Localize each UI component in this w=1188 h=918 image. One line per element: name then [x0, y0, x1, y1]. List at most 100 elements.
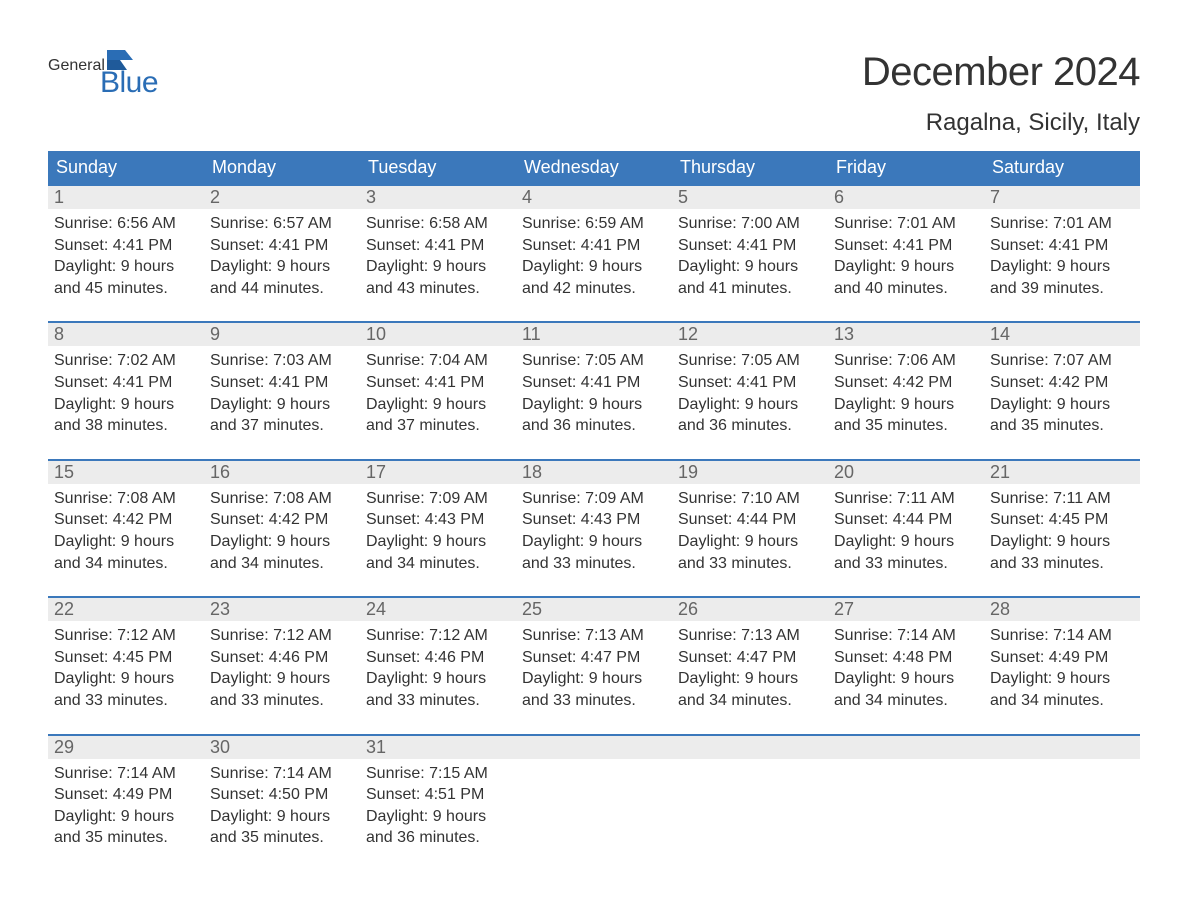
daylight-line-1: Daylight: 9 hours [366, 256, 510, 278]
day-number: 9 [204, 323, 360, 346]
day-cell: Sunrise: 7:07 AMSunset: 4:42 PMDaylight:… [984, 346, 1140, 442]
day-cell: Sunrise: 7:14 AMSunset: 4:48 PMDaylight:… [828, 621, 984, 717]
sunset-line: Sunset: 4:50 PM [210, 784, 354, 806]
daylight-line-1: Daylight: 9 hours [834, 531, 978, 553]
day-number: 29 [48, 736, 204, 759]
day-cell: Sunrise: 7:06 AMSunset: 4:42 PMDaylight:… [828, 346, 984, 442]
daynum-row: 15161718192021 [48, 461, 1140, 484]
daylight-line-2: and 37 minutes. [366, 415, 510, 437]
day-cell: Sunrise: 7:08 AMSunset: 4:42 PMDaylight:… [48, 484, 204, 580]
daylight-line-1: Daylight: 9 hours [366, 394, 510, 416]
sunset-line: Sunset: 4:44 PM [834, 509, 978, 531]
logo: General Blue [48, 50, 158, 98]
logo-text: General Blue [48, 50, 158, 98]
day-number: 18 [516, 461, 672, 484]
daycontent-row: Sunrise: 7:12 AMSunset: 4:45 PMDaylight:… [48, 621, 1140, 717]
daylight-line-2: and 39 minutes. [990, 278, 1134, 300]
daylight-line-1: Daylight: 9 hours [210, 668, 354, 690]
daylight-line-2: and 34 minutes. [834, 690, 978, 712]
day-cell: Sunrise: 7:11 AMSunset: 4:45 PMDaylight:… [984, 484, 1140, 580]
daylight-line-2: and 35 minutes. [834, 415, 978, 437]
sunrise-line: Sunrise: 7:09 AM [366, 488, 510, 510]
daylight-line-2: and 42 minutes. [522, 278, 666, 300]
day-cell: Sunrise: 7:11 AMSunset: 4:44 PMDaylight:… [828, 484, 984, 580]
day-number: 30 [204, 736, 360, 759]
daylight-line-2: and 33 minutes. [522, 690, 666, 712]
weeks-container: 1234567Sunrise: 6:56 AMSunset: 4:41 PMDa… [48, 184, 1140, 855]
day-cell: Sunrise: 7:03 AMSunset: 4:41 PMDaylight:… [204, 346, 360, 442]
day-number: 3 [360, 186, 516, 209]
sunset-line: Sunset: 4:41 PM [210, 235, 354, 257]
daylight-line-1: Daylight: 9 hours [54, 668, 198, 690]
day-cell [672, 759, 828, 855]
daylight-line-2: and 36 minutes. [366, 827, 510, 849]
daylight-line-1: Daylight: 9 hours [678, 394, 822, 416]
sunset-line: Sunset: 4:49 PM [990, 647, 1134, 669]
day-cell: Sunrise: 7:08 AMSunset: 4:42 PMDaylight:… [204, 484, 360, 580]
sunset-line: Sunset: 4:41 PM [834, 235, 978, 257]
day-number: 11 [516, 323, 672, 346]
sunrise-line: Sunrise: 7:14 AM [834, 625, 978, 647]
sunset-line: Sunset: 4:46 PM [210, 647, 354, 669]
daylight-line-1: Daylight: 9 hours [990, 531, 1134, 553]
sunrise-line: Sunrise: 7:08 AM [54, 488, 198, 510]
sunrise-line: Sunrise: 7:09 AM [522, 488, 666, 510]
sunrise-line: Sunrise: 7:13 AM [678, 625, 822, 647]
day-cell: Sunrise: 7:13 AMSunset: 4:47 PMDaylight:… [672, 621, 828, 717]
daylight-line-1: Daylight: 9 hours [522, 394, 666, 416]
sunset-line: Sunset: 4:41 PM [522, 235, 666, 257]
week-row: 293031Sunrise: 7:14 AMSunset: 4:49 PMDay… [48, 734, 1140, 855]
daylight-line-1: Daylight: 9 hours [210, 394, 354, 416]
day-number: 12 [672, 323, 828, 346]
daylight-line-2: and 33 minutes. [366, 690, 510, 712]
sunrise-line: Sunrise: 7:02 AM [54, 350, 198, 372]
daylight-line-2: and 36 minutes. [522, 415, 666, 437]
sunrise-line: Sunrise: 7:15 AM [366, 763, 510, 785]
day-number: 2 [204, 186, 360, 209]
day-cell: Sunrise: 7:01 AMSunset: 4:41 PMDaylight:… [984, 209, 1140, 305]
sunset-line: Sunset: 4:49 PM [54, 784, 198, 806]
logo-general: General [48, 57, 105, 74]
dow-friday: Friday [828, 151, 984, 184]
sunrise-line: Sunrise: 7:14 AM [210, 763, 354, 785]
day-cell: Sunrise: 7:04 AMSunset: 4:41 PMDaylight:… [360, 346, 516, 442]
day-cell: Sunrise: 7:10 AMSunset: 4:44 PMDaylight:… [672, 484, 828, 580]
logo-blue: Blue [100, 69, 158, 98]
daylight-line-1: Daylight: 9 hours [678, 668, 822, 690]
day-number [516, 736, 672, 759]
title-block: December 2024 Ragalna, Sicily, Italy [862, 50, 1140, 147]
daylight-line-2: and 34 minutes. [366, 553, 510, 575]
sunset-line: Sunset: 4:41 PM [54, 235, 198, 257]
daylight-line-2: and 35 minutes. [990, 415, 1134, 437]
daylight-line-2: and 41 minutes. [678, 278, 822, 300]
daylight-line-2: and 34 minutes. [678, 690, 822, 712]
daylight-line-1: Daylight: 9 hours [522, 256, 666, 278]
daylight-line-2: and 34 minutes. [54, 553, 198, 575]
daylight-line-2: and 34 minutes. [990, 690, 1134, 712]
daylight-line-1: Daylight: 9 hours [366, 531, 510, 553]
daylight-line-1: Daylight: 9 hours [678, 256, 822, 278]
daylight-line-2: and 33 minutes. [834, 553, 978, 575]
daynum-row: 22232425262728 [48, 598, 1140, 621]
day-number: 6 [828, 186, 984, 209]
daylight-line-2: and 33 minutes. [678, 553, 822, 575]
day-number: 25 [516, 598, 672, 621]
daylight-line-1: Daylight: 9 hours [210, 256, 354, 278]
dow-tuesday: Tuesday [360, 151, 516, 184]
sunset-line: Sunset: 4:48 PM [834, 647, 978, 669]
sunrise-line: Sunrise: 7:05 AM [678, 350, 822, 372]
daylight-line-1: Daylight: 9 hours [54, 256, 198, 278]
sunset-line: Sunset: 4:41 PM [366, 235, 510, 257]
daylight-line-2: and 33 minutes. [522, 553, 666, 575]
day-cell: Sunrise: 7:09 AMSunset: 4:43 PMDaylight:… [516, 484, 672, 580]
day-number: 17 [360, 461, 516, 484]
week-row: 891011121314Sunrise: 7:02 AMSunset: 4:41… [48, 321, 1140, 442]
daycontent-row: Sunrise: 7:08 AMSunset: 4:42 PMDaylight:… [48, 484, 1140, 580]
dow-thursday: Thursday [672, 151, 828, 184]
sunset-line: Sunset: 4:47 PM [522, 647, 666, 669]
sunrise-line: Sunrise: 6:58 AM [366, 213, 510, 235]
day-cell: Sunrise: 7:14 AMSunset: 4:49 PMDaylight:… [48, 759, 204, 855]
day-number: 23 [204, 598, 360, 621]
week-row: 22232425262728Sunrise: 7:12 AMSunset: 4:… [48, 596, 1140, 717]
daylight-line-2: and 38 minutes. [54, 415, 198, 437]
